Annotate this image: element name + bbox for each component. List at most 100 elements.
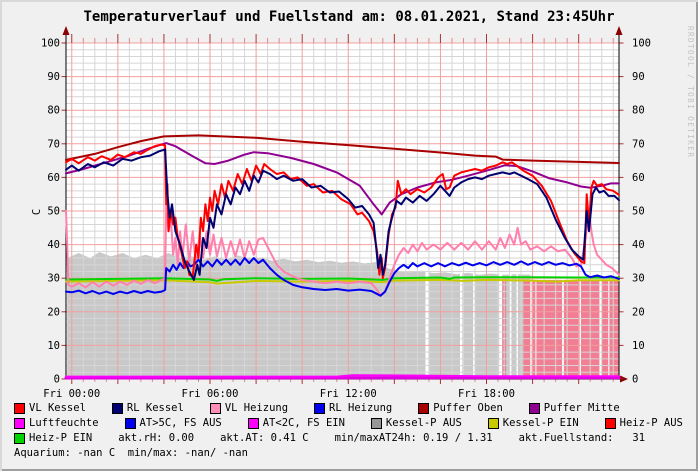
y-axis-tick-label-left: 70: [47, 138, 60, 150]
area-bar: [502, 279, 504, 379]
legend-swatch: [314, 403, 326, 414]
y-axis-title: C: [31, 209, 43, 215]
area-gap: [499, 248, 503, 379]
legend-swatch: [247, 418, 259, 429]
legend-item: VL Kessel: [14, 401, 86, 416]
legend-item: AT<2C, FS EIN: [247, 416, 345, 431]
legend-item: Heiz-P EIN: [14, 431, 92, 446]
area-gap: [530, 274, 532, 379]
x-axis-tick-label: Fri 18:00: [458, 388, 515, 400]
legend-item: Kessel-P AUS: [370, 416, 462, 431]
legend-item: Puffer Mitte: [528, 401, 620, 416]
area-gap: [473, 248, 475, 379]
legend-swatch: [370, 418, 382, 429]
y-axis-tick-label-right: 90: [632, 71, 645, 83]
y-axis-tick-label-right: 10: [632, 340, 645, 352]
y-axis-tick-label-right: 70: [632, 138, 645, 150]
legend-swatch: [14, 403, 25, 414]
legend-stat: Aquarium: -nan C min/max: -nan/ -nan: [14, 446, 248, 461]
area-gap: [535, 274, 537, 379]
y-axis-tick-label-right: 0: [632, 374, 638, 386]
legend-row: Aquarium: -nan C min/max: -nan/ -nan: [14, 446, 683, 461]
x-axis-arrow: [620, 375, 628, 383]
series-luftfeuchte: [65, 374, 620, 378]
x-axis-tick-label: Fri 00:00: [43, 388, 100, 400]
series-rl-heizung: [65, 257, 620, 297]
legend-swatch: [209, 403, 221, 414]
y-axis-tick-label-right: 50: [632, 206, 645, 218]
legend-item: RL Heizung: [314, 401, 392, 416]
area-gap: [425, 248, 430, 379]
y-axis-tick-label-left: 80: [47, 105, 60, 117]
area-gap: [562, 274, 564, 379]
y-axis-tick-label-left: 90: [47, 71, 60, 83]
series-puffer-mitte: [65, 142, 620, 216]
legend-swatch: [14, 418, 25, 429]
legend-item: Heiz-P AUS: [604, 416, 683, 431]
area-gap: [516, 248, 518, 379]
y-axis-arrow-right: [615, 26, 623, 35]
chart-title: Temperaturverlauf und Fuellstand am: 08.…: [83, 9, 615, 25]
y-axis-tick-label-right: 20: [632, 306, 645, 318]
area-heiz-p-aus: [523, 279, 619, 379]
legend-label: Kessel-P EIN: [502, 417, 579, 429]
legend-swatch: [418, 403, 430, 414]
legend-swatch: [487, 418, 499, 429]
legend-label: Puffer Oben: [433, 402, 503, 414]
legend-label: Aquarium: -nan C min/max: -nan/ -nan: [14, 447, 248, 459]
legend-stat: akt.AT: 0.41 C: [220, 431, 309, 446]
legend-label: min/maxAT24h: 0.19 / 1.31: [334, 432, 493, 444]
legend-label: AT>5C, FS AUS: [139, 417, 222, 429]
legend-item: VL Heizung: [209, 401, 289, 416]
area-gap: [460, 248, 463, 379]
legend-label: RL Kessel: [126, 402, 184, 414]
y-axis-arrow-left: [62, 26, 70, 35]
legend-row: Luftfeuchte AT>5C, FS AUS AT<2C, FS EIN Kes…: [14, 416, 683, 431]
legend-label: akt.Fuellstand: 31: [518, 432, 646, 444]
legend-item: Luftfeuchte: [14, 416, 99, 431]
watermark: RRDTOOL / TOBI OETIKER: [686, 26, 695, 159]
legend-stat: min/maxAT24h: 0.19 / 1.31: [335, 431, 493, 446]
legend-label: VL Heizung: [224, 402, 289, 414]
legend-row: VL Kessel RL Kessel VL Heizung RL Heizung Pu…: [14, 401, 683, 416]
y-axis-tick-label-right: 100: [632, 38, 651, 50]
legend-swatch: [124, 418, 136, 429]
legend-label: Heiz-P AUS: [619, 417, 683, 429]
x-axis-tick-label: Fri 12:00: [320, 388, 377, 400]
y-axis-tick-label-left: 100: [41, 38, 60, 50]
legend-item: Kessel-P EIN: [487, 416, 579, 431]
legend-stat: akt.rH: 0.00: [118, 431, 194, 446]
series-vl-kessel: [65, 143, 620, 280]
y-axis-tick-label-left: 20: [47, 306, 60, 318]
y-axis-tick-label-left: 60: [47, 172, 60, 184]
legend-label: RL Heizung: [329, 402, 393, 414]
area-gap: [608, 274, 610, 379]
legend-item: AT>5C, FS AUS: [124, 416, 222, 431]
legend-swatch: [604, 418, 616, 429]
y-axis-tick-label-left: 10: [47, 340, 60, 352]
legend-item: Puffer Oben: [418, 401, 503, 416]
legend-label: Kessel-P AUS: [385, 417, 462, 429]
x-axis-tick-label: Fri 06:00: [182, 388, 239, 400]
area-gap: [599, 274, 602, 379]
legend-label: Puffer Mitte: [543, 402, 620, 414]
legend-label: AT<2C, FS EIN: [262, 417, 345, 429]
y-axis-tick-label-left: 40: [47, 239, 60, 251]
legend-label: VL Kessel: [29, 402, 86, 414]
legend-swatch: [111, 403, 123, 414]
legend-label: Luftfeuchte: [29, 417, 99, 429]
legend-label: Heiz-P EIN: [29, 432, 93, 444]
series-kessel-p-ein: [65, 278, 620, 285]
legend-stat: akt.Fuellstand: 31: [519, 431, 645, 446]
y-axis-tick-label-right: 80: [632, 105, 645, 117]
y-axis-tick-label-left: 0: [54, 374, 60, 386]
legend-row: Heiz-P EIN akt.rH: 0.00 akt.AT: 0.41 C min/…: [14, 431, 683, 446]
series-heiz-p-ein: [65, 276, 620, 282]
area-kessel-p-aus: [67, 252, 533, 379]
y-axis-tick-label-right: 40: [632, 239, 645, 251]
y-axis-tick-label-left: 30: [47, 273, 60, 285]
series-vl-heizung: [65, 203, 620, 296]
legend-item: RL Kessel: [111, 401, 184, 416]
